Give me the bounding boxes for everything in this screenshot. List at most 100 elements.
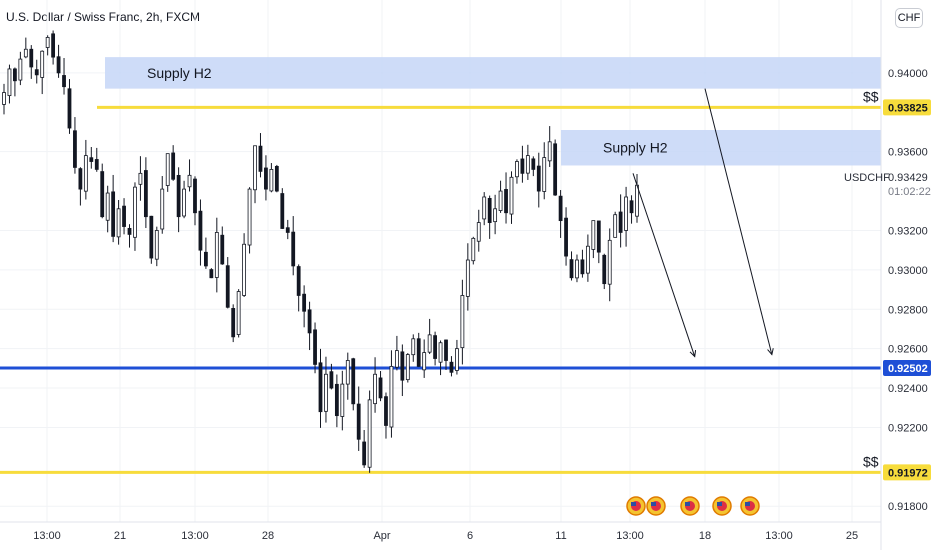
price-label: 0.92502: [888, 363, 928, 375]
price-tick-label: 0.92200: [888, 422, 928, 434]
projection-arrow: [632, 173, 695, 356]
candle-body: [133, 186, 137, 238]
candle-body: [329, 371, 334, 389]
candle-body: [591, 220, 596, 250]
price-label-box: [883, 99, 931, 116]
candle-body: [193, 178, 197, 214]
price-label-box: [883, 359, 931, 376]
candle-body: [302, 293, 307, 312]
candle-body: [165, 153, 170, 186]
currency-button[interactable]: CHF: [895, 8, 923, 28]
candle-body: [122, 205, 126, 227]
candle-body: [607, 239, 612, 285]
candle-body: [247, 188, 252, 246]
candle-body: [100, 171, 105, 218]
candle-body: [351, 358, 356, 405]
candle-body: [340, 383, 345, 417]
candle-body: [575, 259, 579, 279]
candle-body: [73, 130, 77, 168]
price-tick-label: 0.93600: [888, 147, 928, 159]
candle-body: [613, 214, 618, 238]
candle-body: [509, 176, 514, 215]
candle-body: [345, 360, 350, 385]
candle-body: [176, 174, 181, 218]
supply-zone: [105, 57, 881, 89]
candle-body: [171, 152, 176, 180]
candle-body: [569, 259, 574, 279]
candle-body: [236, 291, 241, 335]
candle-body: [416, 338, 421, 367]
candle-body: [629, 200, 634, 214]
price-label: 0.91972: [888, 467, 928, 479]
candle-body: [40, 50, 45, 78]
candle-body: [394, 350, 399, 368]
candle-body: [209, 269, 214, 279]
candle-body: [476, 222, 481, 242]
candle-body: [160, 188, 165, 230]
candle-body: [384, 396, 388, 426]
candle-body: [231, 308, 236, 338]
economic-events: [626, 496, 760, 516]
candle-body: [356, 403, 361, 440]
candle-body: [187, 174, 192, 188]
candle-body: [204, 251, 208, 267]
candle-body: [78, 168, 83, 190]
time-tick-label: 18: [699, 530, 711, 542]
price-tick-label: 0.92600: [888, 344, 928, 356]
candle-body: [56, 56, 61, 74]
candle-body: [378, 377, 383, 399]
time-tick-label: 11: [555, 530, 566, 542]
candle-body: [471, 237, 476, 262]
candle-body: [362, 441, 367, 466]
price-tick-label: 0.92400: [888, 383, 928, 395]
candle-body: [313, 329, 317, 365]
price-tick-label: 0.93200: [888, 225, 928, 237]
price-label: 0.93825: [888, 102, 928, 114]
candle-body: [493, 208, 498, 223]
candle-body: [182, 188, 186, 217]
candle-body: [242, 243, 247, 296]
candle-body: [280, 193, 285, 229]
time-tick-label: 13:00: [616, 530, 644, 542]
candle-body: [455, 348, 459, 371]
candle-body: [400, 351, 405, 381]
candle-body: [427, 334, 432, 353]
candle-body: [143, 170, 148, 218]
candle-body: [105, 192, 110, 221]
candle-body: [138, 172, 143, 185]
candle-body: [542, 157, 547, 192]
candle-body: [83, 155, 88, 192]
flag-canton: [631, 502, 636, 506]
supply-zone: [561, 130, 881, 166]
projection-arrow: [704, 88, 772, 355]
candle-body: [580, 259, 585, 275]
level-tag: $$: [863, 88, 879, 104]
candle-body: [269, 169, 274, 192]
candle-body: [465, 259, 470, 297]
candle-body: [291, 231, 296, 267]
countdown-label: 01:02:22: [888, 186, 931, 198]
candle-body: [154, 230, 159, 260]
candle-body: [225, 265, 230, 308]
candle-body: [127, 227, 132, 235]
candle-body: [264, 167, 268, 190]
candle-body: [34, 69, 39, 76]
candle-body: [2, 92, 6, 105]
price-label-box: [883, 464, 931, 481]
flag-canton: [685, 502, 690, 506]
candle-body: [258, 145, 263, 172]
candle-body: [558, 195, 563, 222]
time-tick-label: Apr: [373, 530, 390, 542]
candle-body: [324, 373, 328, 412]
candle-body: [596, 220, 601, 253]
candle-body: [585, 245, 590, 274]
candle-body: [411, 338, 416, 356]
candle-body: [111, 191, 116, 237]
candle-body: [482, 196, 487, 220]
candle-body: [149, 215, 154, 259]
candle-body: [198, 210, 203, 251]
price-tick-label: 0.94000: [888, 68, 928, 80]
candle-body: [214, 232, 219, 278]
level-tag: $$: [863, 453, 879, 469]
